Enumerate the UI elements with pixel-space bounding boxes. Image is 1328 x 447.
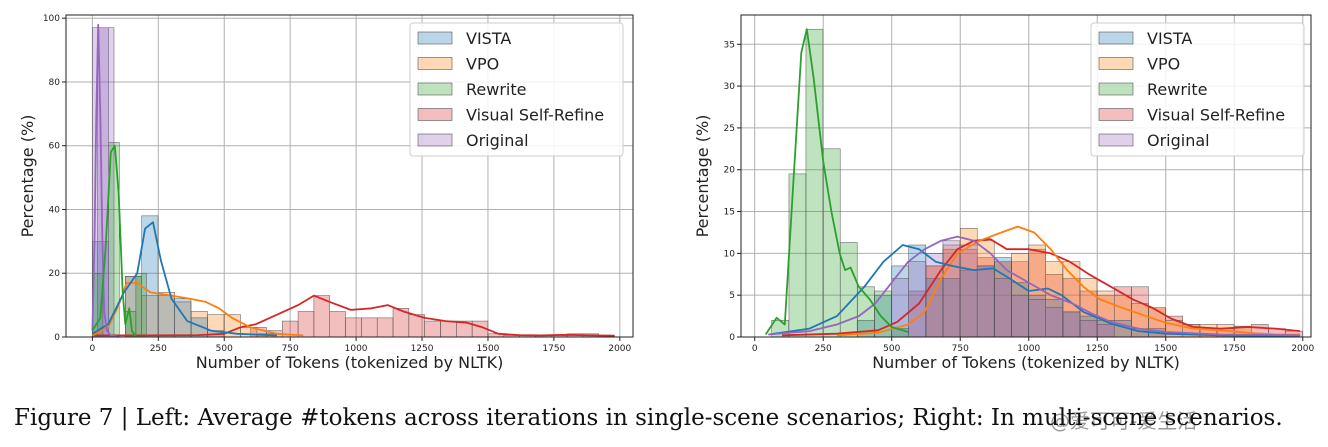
legend-swatch-original [417, 133, 453, 147]
y-tick-label: 30 [724, 82, 736, 92]
original-bar [925, 253, 944, 338]
original-bar [942, 240, 961, 338]
x-tick-label: 250 [815, 344, 832, 354]
visual-self-refine-kde-line [92, 294, 615, 337]
y-tick-label: 35 [724, 40, 735, 50]
rewrite-bar [805, 28, 824, 338]
y-tick-label: 20 [724, 166, 736, 176]
vista-kde-line [768, 244, 1301, 338]
legend-swatch-vista [417, 31, 453, 45]
right-histogram-panel: 0 250 500 750 1000 1250 1500 1750 2000 0 5 10 15 20 25… [693, 14, 1315, 372]
x-tick-label: 500 [883, 344, 900, 354]
y-tick-label: 5 [729, 291, 735, 301]
x-axis-label: Number of Tokens (tokenized by NLTK) [196, 353, 504, 372]
legend-swatch-visual-self-refine [1098, 108, 1134, 121]
visual-self-refine-bar [424, 320, 441, 338]
x-tick-label: 750 [282, 344, 299, 354]
legend-label-vista: VISTA [1147, 29, 1192, 48]
original-bar [994, 278, 1012, 338]
legend-label-visual-self-refine: Visual Self-Refine [466, 106, 604, 125]
x-tick-label: 1750 [542, 344, 565, 354]
original-bar [976, 265, 995, 338]
legend-label-rewrite: Rewrite [1147, 80, 1207, 99]
x-tick-label: 2000 [608, 344, 631, 354]
watermark: @爱可可-爱生活 [1050, 409, 1197, 433]
x-tick-label: 250 [150, 344, 167, 354]
original-bar [1097, 324, 1115, 338]
legend-label-vista: VISTA [466, 29, 511, 48]
legend-swatch-vista [1098, 31, 1134, 45]
legend-swatch-vpo [1098, 57, 1134, 70]
rewrite-kde-line [91, 144, 137, 338]
x-tick-label: 500 [216, 344, 233, 354]
visual-self-refine-bar [329, 311, 346, 338]
original-bar [1011, 294, 1029, 338]
y-tick-label: 0 [729, 333, 735, 343]
x-tick-label: 1000 [345, 344, 368, 354]
x-tick-label: 1500 [477, 344, 500, 354]
figure-caption: Figure 7 | Left: Average #tokens across … [14, 405, 1283, 431]
y-tick-label: 100 [43, 14, 60, 24]
original-bar [1079, 320, 1098, 338]
visual-self-refine-bar [297, 311, 315, 338]
visual-self-refine-kde-line [782, 238, 1301, 337]
y-tick-label: 10 [724, 249, 736, 259]
original-kde-line [91, 23, 119, 338]
y-axis-label: Percentage (%) [18, 115, 37, 238]
y-tick-label: 60 [49, 142, 61, 152]
x-tick-label: 1500 [1154, 344, 1177, 354]
legend: VISTA VPO Rewrite Visual Self-Refine Origina… [409, 22, 624, 157]
visual-self-refine-bar [361, 317, 378, 338]
legend-label-visual-self-refine: Visual Self-Refine [1147, 106, 1285, 125]
left-histogram-panel: 0 250 500 750 1000 1250 1500 1750 2000 0 20 40 60 80 1… [18, 14, 634, 372]
original-bar [1062, 311, 1081, 338]
legend-swatch-vpo [417, 57, 453, 70]
legend-swatch-visual-self-refine [417, 108, 453, 121]
x-tick-label: 750 [952, 344, 969, 354]
original-bar [1028, 299, 1046, 338]
y-tick-label: 20 [49, 269, 61, 279]
x-axis-label: Number of Tokens (tokenized by NLTK) [872, 353, 1180, 372]
x-tick-label: 1750 [1223, 344, 1246, 354]
y-tick-label: 40 [49, 205, 61, 215]
y-tick-label: 80 [49, 78, 61, 88]
legend-box [409, 22, 624, 157]
original-bar [908, 261, 926, 338]
vista-kde-line [91, 221, 278, 337]
y-axis-label: Percentage (%) [693, 115, 712, 238]
legend-swatch-rewrite [417, 82, 453, 96]
visual-self-refine-bar [376, 317, 394, 338]
x-tick-label: 2000 [1291, 344, 1314, 354]
legend-label-original: Original [466, 131, 529, 150]
x-tick-label: 0 [90, 344, 96, 354]
legend-box [1090, 22, 1305, 157]
vista-bar [174, 298, 192, 338]
legend: VISTA VPO Rewrite Visual Self-Refine Origina… [1090, 22, 1305, 157]
legend-label-original: Original [1147, 131, 1210, 150]
visual-self-refine-bar [440, 320, 457, 338]
original-bar [959, 244, 978, 338]
legend-swatch-rewrite [1098, 82, 1134, 96]
legend-label-vpo: VPO [1147, 55, 1180, 74]
x-tick-label: 1250 [1086, 344, 1109, 354]
visual-self-refine-bar [345, 317, 362, 338]
y-tick-label: 15 [724, 208, 735, 218]
legend-swatch-original [1098, 133, 1134, 147]
x-tick-label: 0 [752, 344, 758, 354]
original-bar [1045, 307, 1063, 338]
x-tick-label: 1000 [1017, 344, 1040, 354]
y-tick-label: 25 [724, 124, 735, 134]
vista-bar [158, 295, 175, 338]
legend-label-vpo: VPO [466, 55, 499, 74]
x-tick-label: 1250 [411, 344, 434, 354]
rewrite-kde-line [764, 28, 909, 335]
legend-label-rewrite: Rewrite [466, 80, 526, 99]
vpo-kde-line [836, 225, 1300, 337]
original-kde-line [768, 235, 1301, 337]
y-tick-label: 0 [54, 333, 60, 343]
